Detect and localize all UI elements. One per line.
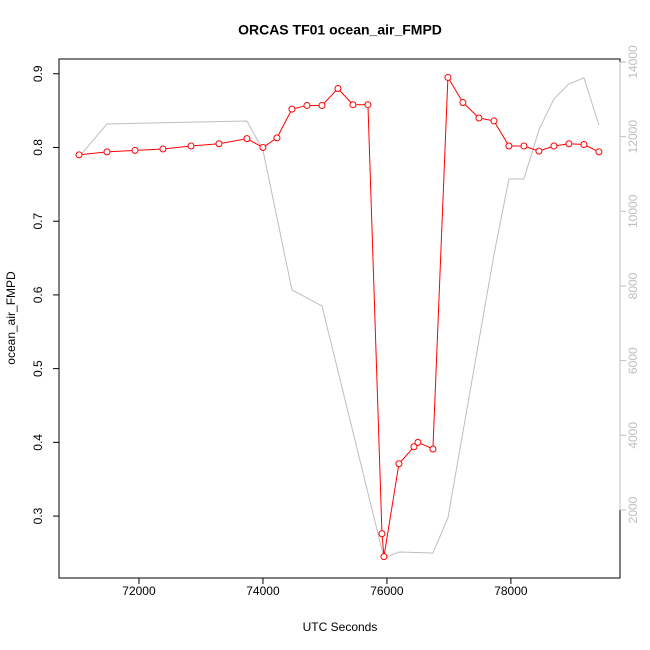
y2-tick-label: 10000	[626, 194, 640, 228]
y-tick-label: 0.5	[31, 360, 45, 377]
data-point	[75, 151, 83, 159]
data-point	[410, 443, 418, 451]
data-point	[490, 117, 498, 125]
data-point	[459, 98, 467, 106]
data-point	[131, 146, 139, 154]
data-point	[378, 530, 386, 538]
x-tick-label: 76000	[370, 584, 404, 598]
y2-tick-label: 14000	[626, 45, 640, 79]
x-axis-label: UTC Seconds	[303, 620, 378, 634]
series-line	[78, 75, 600, 557]
x-tick-label: 72000	[122, 584, 156, 598]
data-point	[273, 134, 281, 142]
data-point	[380, 553, 388, 561]
data-point	[475, 114, 483, 122]
data-point	[565, 140, 573, 148]
data-point	[334, 84, 342, 92]
y-tick-label: 0.6	[31, 286, 45, 303]
data-point	[550, 142, 558, 150]
data-point	[414, 438, 422, 446]
y2-tick-label: 2000	[626, 496, 640, 523]
data-point	[318, 101, 326, 109]
data-point	[103, 148, 111, 156]
data-point	[364, 101, 372, 109]
data-point	[187, 142, 195, 150]
series-line	[78, 77, 600, 559]
data-point	[288, 105, 296, 113]
y-axis-label: ocean_air_FMPD	[4, 271, 18, 365]
data-point	[259, 143, 267, 151]
y-tick-label: 0.4	[31, 434, 45, 451]
data-point	[595, 148, 603, 156]
data-point	[159, 145, 167, 153]
y-tick-label: 0.3	[31, 507, 45, 524]
chart-title: ORCAS TF01 ocean_air_FMPD	[238, 22, 442, 38]
data-point	[349, 101, 357, 109]
y2-tick-label: 12000	[626, 120, 640, 154]
y-tick-label: 0.7	[31, 213, 45, 230]
x-tick-label: 78000	[494, 584, 528, 598]
data-point	[429, 445, 437, 453]
data-point	[395, 460, 403, 468]
data-point	[520, 142, 528, 150]
data-point	[444, 73, 452, 81]
data-point	[580, 141, 588, 149]
data-point	[505, 142, 513, 150]
plot-frame	[58, 58, 621, 579]
y-tick-label: 0.9	[31, 65, 45, 82]
data-point	[243, 135, 251, 143]
data-point	[303, 101, 311, 109]
data-point	[535, 147, 543, 155]
data-point	[215, 140, 223, 148]
x-tick-label: 74000	[246, 584, 280, 598]
y-tick-label: 0.8	[31, 139, 45, 156]
y2-tick-label: 4000	[626, 422, 640, 449]
y2-tick-label: 6000	[626, 347, 640, 374]
y2-tick-label: 8000	[626, 272, 640, 299]
